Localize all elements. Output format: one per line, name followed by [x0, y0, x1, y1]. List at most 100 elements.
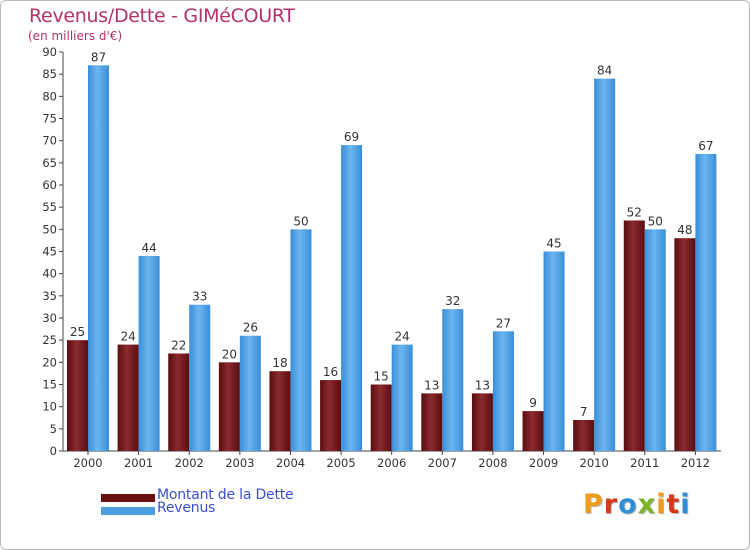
bar-dette-2003 [218, 362, 240, 451]
bar-dette-2002 [168, 353, 190, 451]
data-label: 24 [395, 330, 410, 344]
data-label: 18 [272, 356, 287, 370]
legend-swatch-dette [101, 494, 155, 502]
bar-revenus-2009 [543, 251, 565, 451]
bar-revenus-2002 [189, 304, 211, 451]
y-tick-label: 85 [42, 67, 57, 81]
bar-dette-2005 [320, 380, 342, 451]
bar-revenus-2010 [594, 78, 616, 451]
x-tick-label: 2007 [428, 456, 457, 470]
data-label: 84 [597, 64, 612, 78]
y-tick-label: 20 [42, 355, 57, 369]
y-tick-label: 70 [42, 134, 57, 148]
y-tick-label: 25 [42, 333, 57, 347]
bar-revenus-2004 [290, 229, 312, 451]
x-tick-label: 2011 [630, 456, 659, 470]
data-label: 50 [293, 214, 308, 228]
y-tick-label: 30 [42, 311, 57, 325]
data-label: 9 [529, 396, 537, 410]
bar-revenus-2005 [341, 145, 363, 451]
bar-dette-2004 [269, 371, 291, 451]
logo-letter: x [637, 489, 657, 520]
x-tick-label: 2009 [529, 456, 558, 470]
bar-revenus-2008 [492, 331, 514, 451]
y-tick-label: 10 [42, 400, 57, 414]
y-tick-label: 60 [42, 178, 57, 192]
bar-revenus-2011 [644, 229, 666, 451]
y-tick-label: 65 [42, 156, 57, 170]
data-label: 27 [496, 316, 511, 330]
bar-dette-2006 [370, 384, 392, 451]
data-label: 26 [243, 321, 258, 335]
data-label: 15 [374, 370, 389, 384]
x-tick-label: 2004 [276, 456, 305, 470]
bar-revenus-2000 [88, 65, 109, 452]
data-label: 20 [222, 347, 237, 361]
x-tick-label: 2000 [73, 456, 102, 470]
x-tick-label: 2008 [478, 456, 507, 470]
y-tick-label: 50 [42, 222, 57, 236]
data-label: 45 [546, 237, 561, 251]
x-tick-label: 2002 [175, 456, 204, 470]
y-tick-label: 55 [42, 200, 57, 214]
data-label: 32 [445, 294, 460, 308]
y-tick-label: 0 [50, 444, 57, 458]
data-label: 33 [192, 290, 207, 304]
x-tick-label: 2010 [580, 456, 609, 470]
y-tick-label: 75 [42, 112, 57, 126]
data-label: 13 [424, 378, 439, 392]
data-label: 25 [70, 325, 85, 339]
x-tick-label: 2006 [377, 456, 406, 470]
chart-subtitle: (en milliers d'€) [28, 29, 123, 43]
data-label: 16 [323, 365, 338, 379]
data-label: 50 [648, 214, 663, 228]
y-axis: 0 5 10 15 20 25 30 35 40 45 50 55 60 65 70 75 80 85 90 [42, 45, 64, 458]
y-tick-label: 40 [42, 267, 57, 281]
legend-swatch-revenus [101, 507, 155, 515]
bar-revenus-2012 [695, 153, 717, 451]
data-label: 22 [171, 338, 186, 352]
legend-label-revenus: Revenus [157, 500, 216, 516]
logo-letter: t [666, 489, 681, 520]
data-label: 24 [120, 330, 135, 344]
logo-letter: P [583, 489, 604, 520]
bar-dette-2011 [623, 220, 645, 451]
data-label: 48 [677, 223, 692, 237]
bar-dette-2001 [117, 344, 139, 451]
data-label: 87 [91, 50, 106, 64]
x-tick-label: 2012 [681, 456, 710, 470]
y-tick-label: 5 [50, 422, 57, 436]
y-tick-label: 45 [42, 245, 57, 259]
proxiti-logo: Proxiti [583, 489, 691, 520]
bar-dette-2008 [471, 393, 493, 451]
data-label: 7 [580, 405, 588, 419]
bar-revenus-2003 [239, 335, 261, 451]
x-tick-label: 2001 [124, 456, 153, 470]
logo-letter: i [680, 489, 691, 520]
bar-dette-2009 [522, 411, 544, 451]
data-label: 13 [475, 378, 490, 392]
x-axis: 2000 2001 2002 2003 2004 2005 2006 2007 2008 2009… [63, 450, 721, 470]
y-tick-label: 15 [42, 378, 57, 392]
bar-revenus-2006 [391, 344, 413, 451]
logo-letter: o [618, 489, 638, 520]
y-tick-label: 90 [42, 45, 57, 59]
data-label: 67 [698, 139, 713, 153]
y-tick-label: 35 [42, 289, 57, 303]
bar-dette-2007 [421, 393, 443, 451]
bars [67, 65, 717, 452]
bar-revenus-2007 [442, 309, 464, 451]
bar-dette-2012 [674, 238, 696, 451]
x-tick-label: 2005 [326, 456, 355, 470]
legend-label-dette: Montant de la Dette [157, 487, 294, 503]
logo-letter: r [603, 489, 619, 520]
x-tick-label: 2003 [225, 456, 254, 470]
y-tick-label: 80 [42, 89, 57, 103]
data-labels: 25 87 24 44 22 33 20 26 18 50 16 69 15 24 13 32 13 27 9 45 7… [70, 50, 714, 419]
bar-dette-2000 [67, 340, 88, 451]
logo-letter: i [656, 489, 667, 520]
data-label: 69 [344, 130, 359, 144]
data-label: 52 [627, 205, 642, 219]
